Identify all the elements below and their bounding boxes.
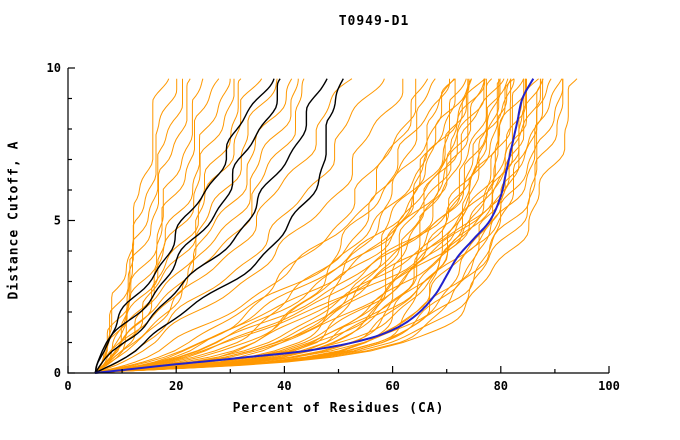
ensemble-curve xyxy=(94,78,235,374)
highlighted-model-curve xyxy=(94,78,275,374)
ensemble-curve xyxy=(94,78,220,374)
ensemble-curve xyxy=(94,78,231,374)
ensemble-curve xyxy=(94,78,436,374)
ensemble-curve xyxy=(94,78,385,374)
y-tick-label: 0 xyxy=(54,366,61,380)
ensemble-curve xyxy=(94,78,183,374)
axes-frame xyxy=(67,68,609,374)
ensemble-curve xyxy=(94,78,204,374)
ensemble-curve xyxy=(94,78,353,374)
ensemble-curve xyxy=(94,78,515,374)
y-tick-label: 5 xyxy=(54,214,61,228)
highlighted-model-curve xyxy=(94,78,344,374)
x-tick-label: 20 xyxy=(169,379,183,393)
ensemble-curve xyxy=(94,78,563,374)
ensemble-curve xyxy=(94,78,564,374)
ensemble-curve xyxy=(94,78,509,374)
ensemble-curve xyxy=(94,78,191,374)
ensemble-curve xyxy=(94,78,456,374)
x-tick-label: 80 xyxy=(494,379,508,393)
ensemble-curve xyxy=(94,78,486,374)
ensemble-curve xyxy=(94,78,263,374)
ensemble-curve xyxy=(94,78,505,374)
x-tick-label: 60 xyxy=(385,379,399,393)
ensemble-curve xyxy=(94,78,472,374)
chart-title: T0949-D1 xyxy=(338,14,410,29)
best-model-curve xyxy=(94,78,535,374)
ensemble-curve xyxy=(94,78,178,374)
highlighted-model-curve xyxy=(94,78,328,374)
ensemble-curve xyxy=(94,78,485,374)
ensemble-curve xyxy=(94,78,552,374)
ensemble-curve xyxy=(94,78,417,374)
ensemble-curve xyxy=(94,78,429,374)
ensemble-curve xyxy=(94,78,299,374)
ensemble-curve xyxy=(94,78,501,374)
x-tick-label: 40 xyxy=(277,379,291,393)
ensemble-curve xyxy=(94,78,578,374)
ensemble-curve xyxy=(94,78,404,374)
x-tick-label: 100 xyxy=(598,379,620,393)
ensemble-curve xyxy=(94,78,564,374)
y-tick-label: 10 xyxy=(47,61,61,75)
x-tick-label: 0 xyxy=(64,379,71,393)
ensemble-curve xyxy=(94,78,500,374)
ensemble-curve xyxy=(94,78,542,374)
ensemble-curve xyxy=(94,78,486,374)
ensemble-curve xyxy=(94,78,541,374)
ensemble-curve xyxy=(94,78,486,374)
ensemble-curve xyxy=(94,78,525,374)
ensemble-curve xyxy=(94,78,293,374)
ensemble-curve xyxy=(94,78,455,374)
ensemble-curve xyxy=(94,78,515,374)
highlighted-model-curve xyxy=(94,78,281,374)
x-axis-label: Percent of Residues (CA) xyxy=(232,401,445,416)
